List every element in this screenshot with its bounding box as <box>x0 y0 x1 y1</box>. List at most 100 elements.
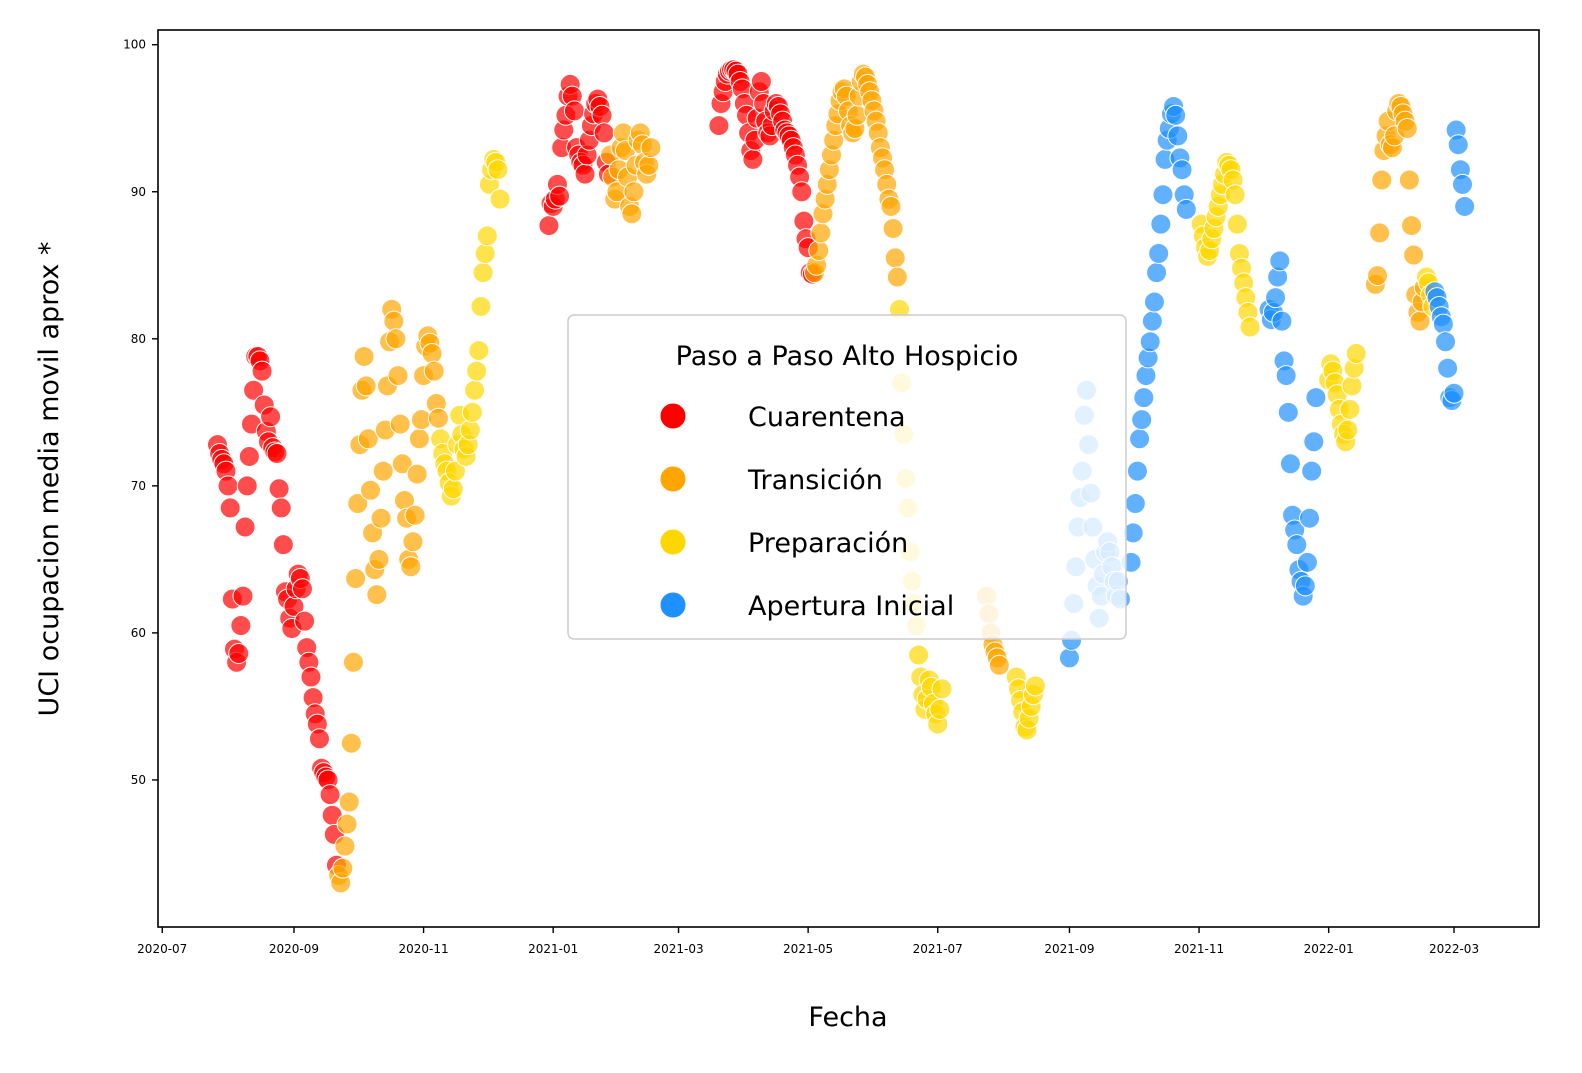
data-point <box>538 215 560 237</box>
data-point <box>549 185 571 207</box>
data-point <box>1275 365 1297 387</box>
data-point <box>489 188 511 210</box>
x-tick-label: 2021-11 <box>1174 942 1224 956</box>
data-point <box>338 791 360 813</box>
data-point <box>353 345 375 367</box>
data-point <box>1371 169 1393 191</box>
data-point <box>1239 316 1261 338</box>
data-point <box>383 310 405 332</box>
data-point <box>1369 222 1391 244</box>
data-point <box>423 360 445 382</box>
data-point <box>1269 250 1291 272</box>
data-point <box>466 360 488 382</box>
data-point <box>1339 398 1361 420</box>
data-point <box>563 100 585 122</box>
data-point <box>1271 310 1293 332</box>
data-point <box>272 534 294 556</box>
data-point <box>357 428 379 450</box>
data-point <box>472 262 494 284</box>
data-point <box>929 698 951 720</box>
data-point <box>1301 460 1323 482</box>
data-point <box>260 406 282 428</box>
data-point <box>268 478 290 500</box>
data-point <box>444 460 466 482</box>
data-point <box>404 504 426 526</box>
data-point <box>1435 331 1457 353</box>
data-point <box>884 247 906 269</box>
data-point <box>238 445 260 467</box>
data-point <box>217 475 239 497</box>
data-point <box>1152 184 1174 206</box>
data-point <box>640 137 662 159</box>
x-axis-label: Fecha <box>808 1002 887 1033</box>
data-point <box>1454 195 1476 217</box>
data-point <box>421 343 443 365</box>
data-point <box>291 578 313 600</box>
data-point <box>793 210 815 232</box>
x-tick-label: 2020-07 <box>137 942 187 956</box>
data-point <box>750 70 772 92</box>
data-point <box>359 479 381 501</box>
data-point <box>886 266 908 288</box>
x-tick-label: 2021-05 <box>783 942 833 956</box>
data-point <box>464 379 486 401</box>
data-point <box>372 460 394 482</box>
data-point <box>340 732 362 754</box>
x-tick-label: 2020-09 <box>269 942 319 956</box>
x-tick-label: 2021-03 <box>653 942 703 956</box>
data-point <box>342 651 364 673</box>
data-point <box>234 516 256 538</box>
legend-marker <box>659 465 687 493</box>
x-tick-label: 2020-11 <box>399 942 449 956</box>
y-tick-label: 60 <box>131 626 146 640</box>
data-point <box>294 610 316 632</box>
data-point <box>1171 159 1193 181</box>
data-point <box>270 497 292 519</box>
data-point <box>1058 647 1080 669</box>
data-point <box>1150 213 1172 235</box>
data-point <box>1165 104 1187 126</box>
data-point <box>389 413 411 435</box>
data-point <box>1447 134 1469 156</box>
data-point <box>1175 198 1197 220</box>
data-point <box>882 218 904 240</box>
data-point <box>1141 310 1163 332</box>
data-point <box>1124 493 1146 514</box>
data-point <box>474 243 496 265</box>
data-point <box>1303 431 1325 453</box>
data-point <box>1305 387 1327 409</box>
data-point <box>1135 365 1157 387</box>
data-point <box>230 615 252 637</box>
x-axis: 2020-07 2020-09 2020-11 2021-01 2021-03 2021-… <box>137 927 1479 956</box>
data-point <box>1345 343 1367 365</box>
data-point <box>442 478 464 500</box>
y-axis: 50 60 70 80 90 100 <box>123 38 158 787</box>
data-point <box>1396 118 1418 140</box>
data-point <box>1139 331 1161 353</box>
data-point <box>1286 534 1308 556</box>
data-point <box>1432 313 1454 335</box>
data-point <box>232 585 254 607</box>
data-point <box>391 453 413 475</box>
data-point <box>574 163 596 185</box>
data-point <box>1146 262 1168 284</box>
data-point <box>1403 244 1425 266</box>
data-point <box>1148 243 1170 265</box>
data-point <box>1367 265 1389 287</box>
y-axis-label: UCI ocupacion media movil aprox * <box>34 242 65 717</box>
data-point <box>370 507 392 529</box>
data-point <box>319 784 341 806</box>
data-point <box>1443 382 1465 404</box>
data-point <box>908 644 930 666</box>
data-point <box>385 328 407 350</box>
data-point <box>476 225 498 247</box>
y-tick-label: 100 <box>123 38 146 52</box>
data-point <box>387 365 409 387</box>
data-point <box>810 222 832 244</box>
y-tick-label: 90 <box>131 185 146 199</box>
data-point <box>1398 169 1420 191</box>
data-point <box>347 493 369 514</box>
data-point <box>1224 184 1246 206</box>
legend-label: Cuarentena <box>748 402 906 433</box>
legend-title: Paso a Paso Alto Hospicio <box>676 341 1019 372</box>
